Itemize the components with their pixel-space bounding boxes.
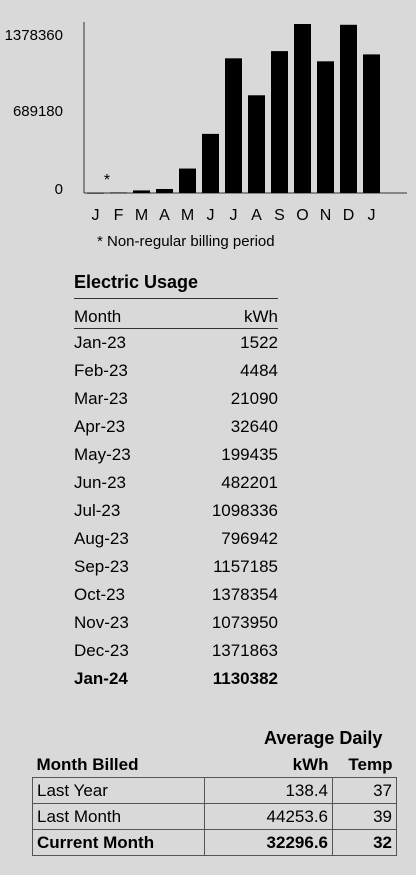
summary-label: Last Year (32, 777, 205, 804)
usage-row: Sep-23 1157185 (74, 553, 278, 581)
usage-month: Feb-23 (74, 361, 128, 380)
x-tick-label: A (251, 207, 262, 224)
summary-row: Last Year 138.4 37 (32, 777, 397, 804)
bar (248, 95, 265, 193)
usage-row: Jan-24 1130382 (74, 665, 278, 693)
y-tick-label: 1378360 (5, 27, 63, 44)
usage-row: Jan-23 1522 (74, 329, 278, 357)
usage-row: Jun-23 482201 (74, 469, 278, 497)
x-tick-label: S (274, 207, 285, 224)
usage-kwh: 482201 (221, 473, 278, 492)
usage-col-month: Month (74, 307, 122, 326)
usage-kwh: 1378354 (211, 585, 278, 604)
usage-kwh: 21090 (230, 389, 278, 408)
usage-kwh: 796942 (221, 529, 278, 548)
usage-month: Apr-23 (74, 417, 126, 436)
summary-row: Current Month 32296.6 32 (32, 829, 397, 856)
x-tick-label: O (296, 207, 308, 224)
usage-month: Dec-23 (74, 641, 129, 660)
summary-temp: 39 (332, 803, 397, 830)
usage-month: Jul-23 (74, 501, 121, 520)
usage-kwh: 1157185 (213, 557, 278, 576)
usage-kwh: 199435 (221, 445, 278, 464)
usage-month: Nov-23 (74, 613, 129, 632)
chart-footnote: * Non-regular billing period (97, 233, 275, 250)
electric-usage-table: Electric Usage Month kWh Jan-23 1522 Feb-2… (74, 272, 278, 693)
bar (133, 190, 150, 193)
usage-month: Aug-23 (74, 529, 129, 548)
usage-row: Mar-23 21090 (74, 385, 278, 413)
usage-month: Sep-23 (74, 557, 129, 576)
summary-temp: 37 (332, 777, 397, 804)
x-tick-label: F (114, 207, 124, 224)
usage-row: Nov-23 1073950 (74, 609, 278, 637)
usage-kwh: 1073950 (211, 613, 278, 632)
bar (225, 58, 242, 194)
usage-kwh: 1098336 (211, 501, 278, 520)
x-tick-label: J (368, 207, 376, 224)
x-tick-label: M (181, 207, 194, 224)
bar (363, 54, 380, 194)
y-tick-label: 689180 (13, 103, 63, 120)
bar (317, 61, 334, 194)
summary-temp: 32 (332, 829, 397, 856)
usage-row: Oct-23 1378354 (74, 581, 278, 609)
bar (294, 24, 311, 194)
x-tick-label: J (92, 207, 100, 224)
summary-kwh: 138.4 (204, 777, 333, 804)
bar (340, 24, 357, 193)
bar (179, 168, 196, 193)
usage-row: Dec-23 1371863 (74, 637, 278, 665)
summary-table: Month Billed kWh Temp Last Year 138.4 37 La… (32, 752, 397, 856)
x-tick-label: D (343, 207, 355, 224)
bar (271, 51, 288, 194)
usage-month: Jan-23 (74, 333, 126, 352)
col-kwh: kWh (292, 754, 329, 774)
bar (156, 188, 173, 193)
x-tick-label: J (207, 207, 215, 224)
average-daily-label: Average Daily (264, 728, 383, 748)
usage-month: Mar-23 (74, 389, 128, 408)
col-month-billed: Month Billed (36, 754, 139, 774)
x-tick-label: A (159, 207, 170, 224)
summary-kwh: 32296.6 (204, 829, 333, 856)
usage-row: Jul-23 1098336 (74, 497, 278, 525)
usage-col-kwh: kWh (244, 307, 278, 326)
x-tick-label: J (230, 207, 238, 224)
summary-label: Last Month (32, 803, 205, 830)
usage-kwh: 1522 (240, 333, 278, 352)
usage-kwh: 1130382 (212, 669, 278, 688)
usage-title: Electric Usage (74, 272, 278, 299)
bar (202, 133, 219, 193)
bar (87, 192, 104, 194)
summary-label: Current Month (32, 829, 205, 856)
x-tick-label: N (320, 207, 332, 224)
summary-row: Last Month 44253.6 39 (32, 803, 397, 830)
usage-month: Jun-23 (74, 473, 126, 492)
usage-row: Feb-23 4484 (74, 357, 278, 385)
usage-kwh: 32640 (230, 417, 278, 436)
usage-month: Oct-23 (74, 585, 126, 604)
usage-header: Month kWh (74, 307, 278, 329)
col-temp: Temp (348, 754, 393, 774)
usage-month: May-23 (74, 445, 131, 464)
usage-month: Jan-24 (74, 669, 128, 688)
non-regular-marker: * (104, 172, 110, 189)
x-tick-label: M (135, 207, 148, 224)
usage-row: Aug-23 796942 (74, 525, 278, 553)
bar (110, 192, 127, 194)
summary-kwh: 44253.6 (204, 803, 333, 830)
usage-kwh: 1371863 (211, 641, 278, 660)
y-tick-label: 0 (55, 181, 63, 198)
usage-row: Apr-23 32640 (74, 413, 278, 441)
usage-kwh: 4484 (240, 361, 278, 380)
usage-row: May-23 199435 (74, 441, 278, 469)
